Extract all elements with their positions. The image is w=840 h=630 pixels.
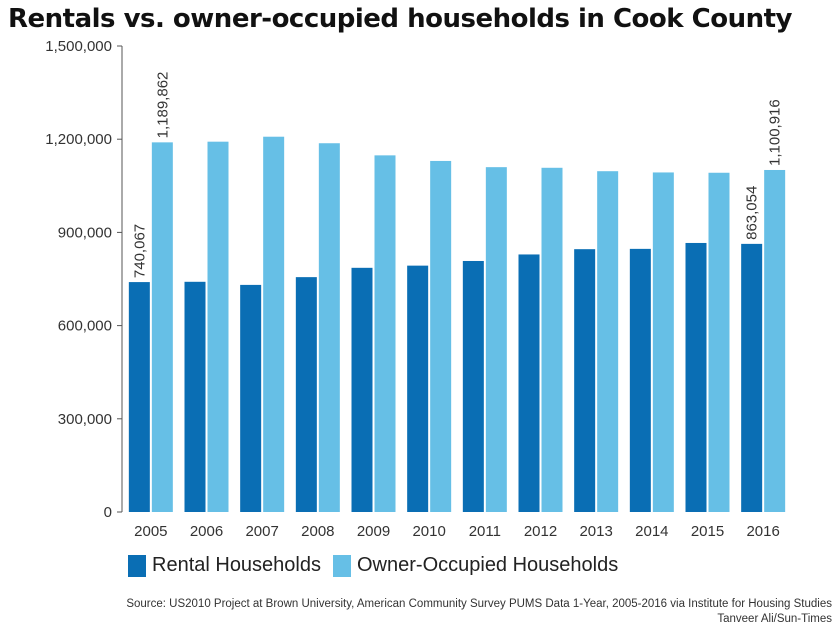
- x-tick-label: 2008: [301, 523, 334, 540]
- bar-owner-2013: [597, 171, 619, 512]
- data-label: 863,054: [744, 186, 761, 240]
- x-tick-label: 2012: [524, 523, 557, 540]
- chart-title: Rentals vs. owner-occupied households in…: [8, 4, 792, 34]
- bar-owner-2015: [708, 172, 730, 512]
- x-tick-label: 2016: [746, 523, 779, 540]
- bar-rental-2012: [518, 254, 540, 512]
- legend-swatch-rental: [128, 554, 146, 577]
- bar-rental-2014: [629, 248, 651, 512]
- legend-swatch-owner: [333, 554, 351, 577]
- y-tick-label: 900,000: [58, 224, 112, 241]
- y-tick-label: 300,000: [58, 411, 112, 428]
- x-tick-label: 2009: [357, 523, 390, 540]
- bar-owner-2014: [652, 172, 674, 512]
- x-tick-label: 2015: [691, 523, 724, 540]
- bar-owner-2012: [541, 167, 563, 513]
- x-tick-label: 2013: [579, 523, 612, 540]
- x-tick-label: 2005: [134, 523, 167, 540]
- y-tick-label: 1,200,000: [45, 131, 112, 148]
- legend-item-owner: Owner-Occupied Households: [333, 554, 618, 577]
- bar-owner-2011: [485, 167, 507, 512]
- bar-rental-2015: [685, 242, 707, 513]
- data-label: 1,100,916: [767, 99, 784, 166]
- bar-owner-2016: [764, 169, 786, 512]
- bar-rental-2008: [295, 277, 317, 512]
- x-tick-label: 2011: [469, 523, 501, 540]
- legend-label-rental: Rental Households: [152, 554, 321, 576]
- bar-rental-2016: [741, 243, 763, 513]
- x-tick-label: 2006: [190, 523, 223, 540]
- bar-rental-2013: [574, 249, 596, 512]
- bar-owner-2007: [263, 136, 285, 512]
- x-tick-label: 2010: [412, 523, 445, 540]
- bar-owner-2006: [207, 141, 229, 512]
- bar-owner-2005: [151, 142, 173, 512]
- x-tick-label: 2007: [245, 523, 278, 540]
- bar-owner-2010: [430, 160, 452, 513]
- bar-rental-2010: [407, 265, 429, 512]
- data-label: 740,067: [131, 224, 148, 278]
- bar-rental-2007: [240, 284, 262, 512]
- credit-note: Tanveer Ali/Sun-Times: [717, 613, 832, 625]
- y-tick-label: 600,000: [58, 318, 112, 335]
- legend: Rental Households Owner-Occupied Househo…: [128, 554, 630, 577]
- footer: Source: US2010 Project at Brown Universi…: [126, 597, 832, 627]
- y-tick-label: 0: [104, 504, 112, 521]
- data-label: 1,189,862: [154, 72, 171, 139]
- bar-owner-2008: [318, 143, 340, 513]
- bar-owner-2009: [374, 155, 396, 512]
- bar-rental-2011: [462, 260, 484, 512]
- legend-item-rental: Rental Households: [128, 554, 321, 577]
- y-tick-label: 1,500,000: [45, 38, 112, 55]
- bar-rental-2005: [128, 282, 150, 512]
- x-tick-label: 2014: [635, 523, 668, 540]
- bar-rental-2009: [351, 267, 373, 512]
- bar-rental-2006: [184, 281, 206, 512]
- legend-label-owner: Owner-Occupied Households: [357, 554, 619, 576]
- source-note: Source: US2010 Project at Brown Universi…: [126, 598, 832, 610]
- bar-chart: 0 300,000 600,000 900,000 1,200,000 1,500,000…: [45, 38, 786, 540]
